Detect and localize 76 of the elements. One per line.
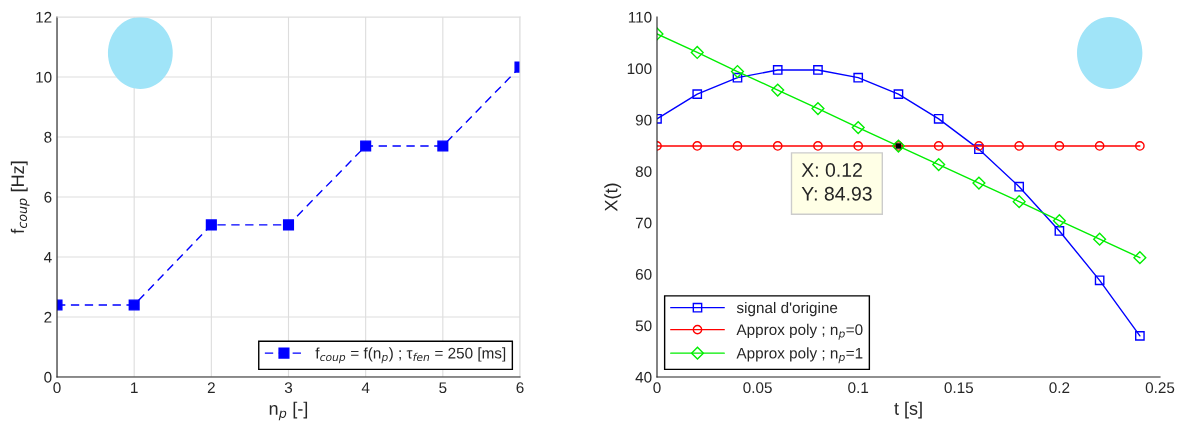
point [893,89,904,100]
point [813,141,823,151]
point [974,144,984,155]
point [1054,226,1065,236]
point [1012,195,1026,209]
point [932,158,946,172]
point [1094,275,1105,286]
x-tick-label: 0.2 [1049,382,1070,394]
legend-label: f$_{coup}$ = f(n$_{p}$) ; τ$_{fen}$ = 250 [ms] [315,347,506,364]
x-tick-label: 0.1 [848,382,869,394]
point [972,176,986,190]
point [853,72,864,83]
legend-label: Approx poly ; n$_{p}$=1 [736,347,863,364]
y-tick-label: 80 [635,166,652,177]
point [1054,141,1065,151]
y-tick-label: 70 [635,217,652,229]
annotation: X: 0.12 Y: 84.93 [801,163,872,201]
y-tick-label: 2 [44,311,52,323]
point [1014,181,1025,192]
y-tick-label: 0 [44,371,52,383]
point [128,299,140,311]
x-tick-label: 0.25 [1145,382,1175,394]
point [771,83,785,97]
y-tick-label: 110 [628,11,652,23]
x-tick-label: 6 [516,382,524,394]
y-tick-label: 50 [635,320,652,332]
y-tick-label: 10 [36,71,52,83]
point [772,141,783,151]
y-tick-label: 60 [635,269,652,280]
point [772,65,783,75]
point [811,101,825,116]
x-tick-label: 3 [284,382,293,394]
point [360,140,372,152]
y-tick-label: 12 [36,11,52,23]
y-tick-label: 4 [43,252,52,263]
point [692,141,703,151]
point [730,64,745,79]
point [1135,330,1145,341]
point [853,141,864,151]
point [851,120,865,135]
y-axis-title: f$_{coup}$ [Hz] [10,161,30,234]
x-tick-label: 2 [207,382,215,393]
point [1094,141,1105,151]
point [437,140,449,152]
point [205,219,217,231]
point [1093,232,1107,246]
point [813,65,823,75]
x-tick-label: 0.05 [743,382,772,394]
point [1133,251,1147,265]
y-tick-label: 100 [627,63,652,75]
point [282,219,295,231]
point [690,45,704,60]
x-tick-label: 4 [361,382,370,393]
x-axis-title: t [s] [894,401,922,419]
x-axis-title: n$_{p}$ [-] [269,401,308,421]
x-tick-label: 0 [53,382,61,394]
point [933,141,944,151]
x-tick-label: 1 [131,382,138,393]
y-tick-label: 6 [44,191,52,203]
point [1052,214,1066,228]
y-axis-title: X(t) [604,183,622,212]
point [732,141,743,151]
point [933,113,944,124]
legend-label: Approx poly ; n$_{p}$=0 [736,323,863,340]
x-tick-label: 0.15 [944,382,974,394]
y-tick-label: 8 [44,131,52,143]
legend-label: signal d'origine [736,301,838,317]
point [1135,141,1145,151]
point [974,141,984,151]
x-tick-label: 5 [439,382,447,394]
point [1014,141,1025,151]
x-tick-label: 0 [653,382,661,394]
y-tick-label: 40 [635,371,652,383]
point [732,72,743,83]
y-tick-label: 90 [635,114,652,126]
point [692,89,703,100]
